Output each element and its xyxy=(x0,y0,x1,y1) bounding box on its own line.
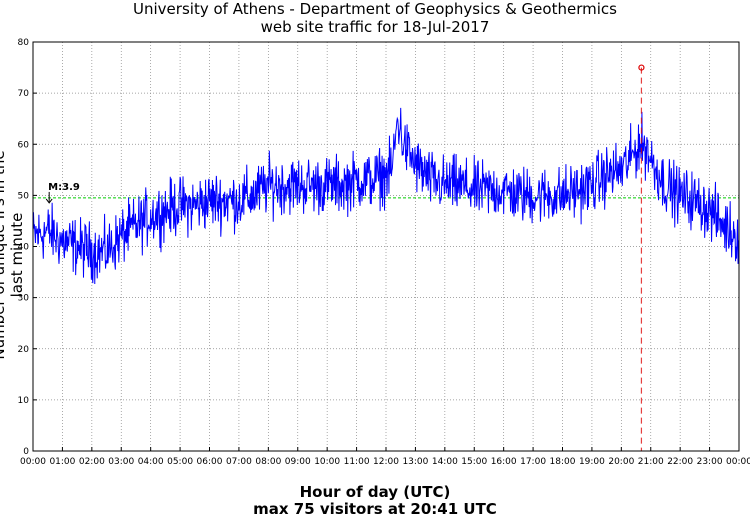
x-axis-label: Hour of day (UTC) xyxy=(299,483,451,501)
annotation-label: M:3.9 xyxy=(48,182,80,193)
x-tick-label: 01:00 xyxy=(49,457,75,467)
y-tick-label: 60 xyxy=(18,140,30,150)
y-tick-labels: 0 10 20 30 40 50 60 70 80 xyxy=(18,38,30,457)
traffic-series-line xyxy=(32,107,740,285)
x-tick-label: 07:00 xyxy=(226,457,252,467)
x-tick-label: 13:00 xyxy=(402,457,428,467)
y-tick-label: 70 xyxy=(18,89,30,99)
x-tick-label: 10:00 xyxy=(314,457,340,467)
y-tick-label: 10 xyxy=(18,396,30,406)
y-tick-label: 50 xyxy=(18,191,30,201)
max-marker-group xyxy=(638,64,645,451)
grid-lines xyxy=(32,41,740,452)
y-tick-label: 0 xyxy=(23,447,29,457)
y-tick-label: 30 xyxy=(18,294,30,304)
x-tick-label: 19:00 xyxy=(579,457,605,467)
x-tick-label: 05:00 xyxy=(167,457,193,467)
annotation-arrow-head xyxy=(45,198,53,204)
x-tick-label: 18:00 xyxy=(550,457,576,467)
x-tick-label: 09:00 xyxy=(285,457,311,467)
x-tick-label: 15:00 xyxy=(461,457,487,467)
max-point-marker xyxy=(638,64,645,71)
x-tick-label: 04:00 xyxy=(138,457,164,467)
x-tick-label: 20:00 xyxy=(608,457,634,467)
x-tick-label: 06:00 xyxy=(197,457,223,467)
x-tick-label: 02:00 xyxy=(79,457,105,467)
x-tick-label: 00:00 xyxy=(20,457,46,467)
x-tick-labels: 00:00 01:00 02:00 03:00 04:00 05:00 06:00 07:00… xyxy=(20,457,750,467)
x-tick-label: 11:00 xyxy=(344,457,370,467)
x-tick-label: 14:00 xyxy=(432,457,458,467)
x-tick-label: 17:00 xyxy=(520,457,546,467)
annotation-group: M:3.9 xyxy=(45,182,80,204)
x-tick-label: 23:00 xyxy=(697,457,723,467)
y-tick-label: 80 xyxy=(18,38,30,48)
y-tick-label: 40 xyxy=(18,243,30,253)
x-tick-label: 03:00 xyxy=(108,457,134,467)
chart-title-line2: web site traffic for 18-Jul-2017 xyxy=(260,18,490,36)
plot-frame xyxy=(32,41,740,452)
x-tick-label: 12:00 xyxy=(373,457,399,467)
max-summary: max 75 visitors at 20:41 UTC xyxy=(253,500,497,518)
y-tick-label: 20 xyxy=(18,345,30,355)
x-tick-label: 00:00 xyxy=(726,457,750,467)
x-tick-label: 16:00 xyxy=(491,457,517,467)
x-tick-label: 08:00 xyxy=(255,457,281,467)
x-tick-label: 21:00 xyxy=(638,457,664,467)
chart-title-line1: University of Athens - Department of Geo… xyxy=(133,0,617,18)
x-tick-label: 22:00 xyxy=(667,457,693,467)
